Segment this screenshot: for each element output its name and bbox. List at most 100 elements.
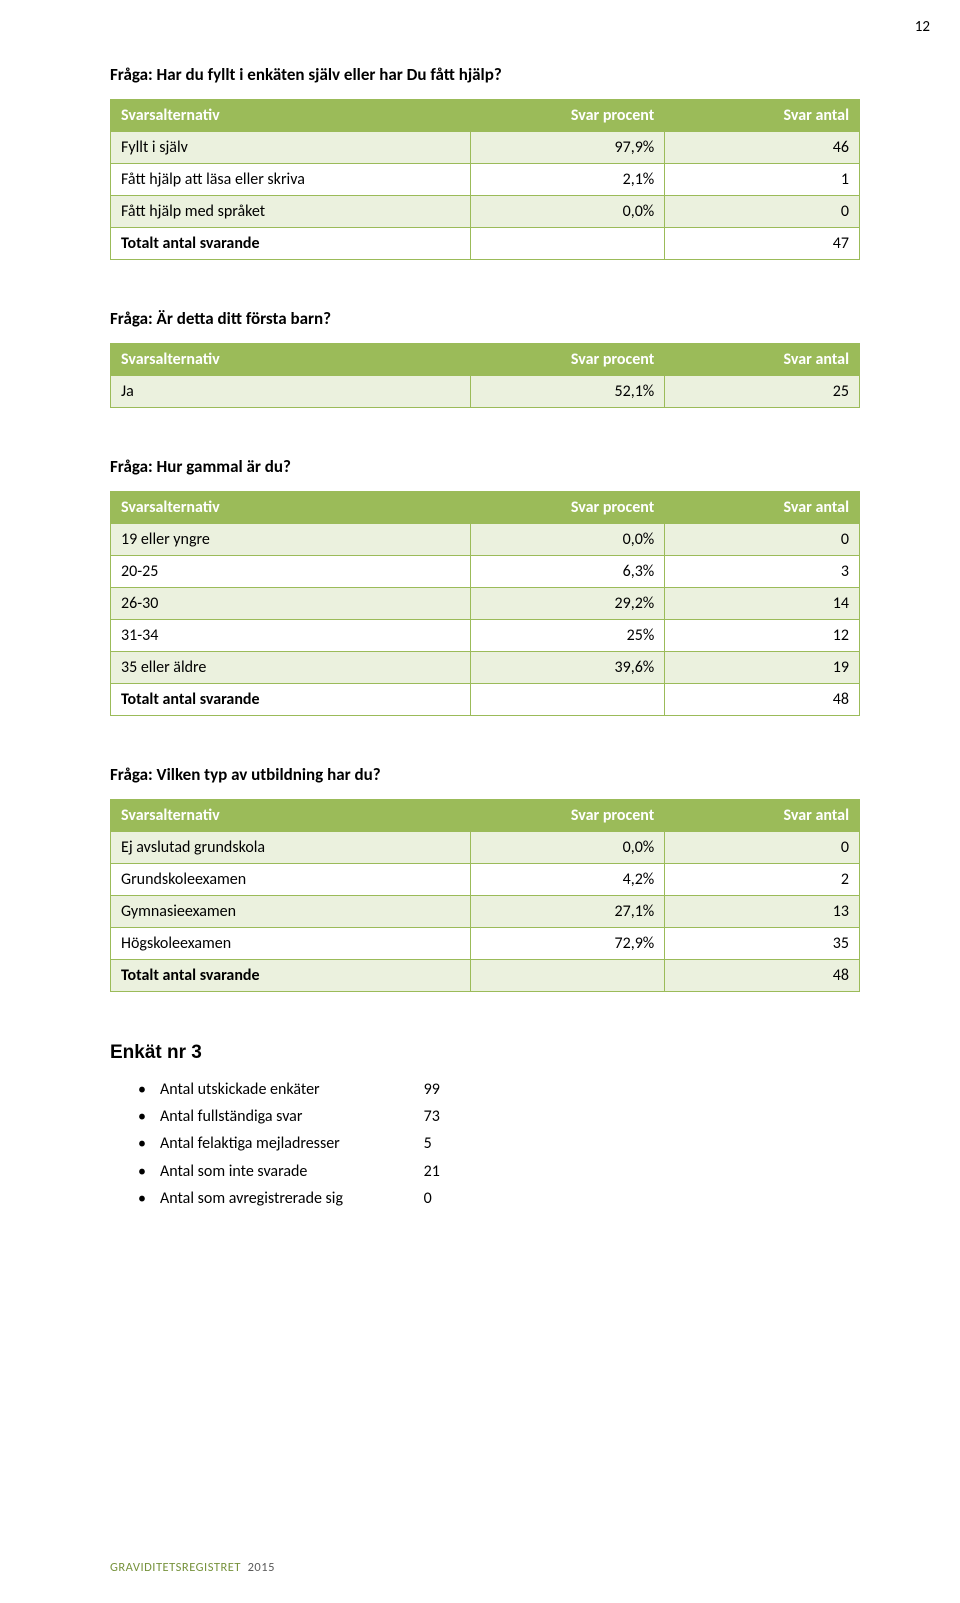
- cell-val: 35: [665, 928, 860, 960]
- metric-label: Antal utskickade enkäter: [160, 1076, 420, 1103]
- cell-pct: 0,0%: [470, 196, 665, 228]
- total-val: 48: [665, 684, 860, 716]
- metric-label: Antal som inte svarade: [160, 1158, 420, 1185]
- list-item: Antal fullständiga svar 73: [138, 1103, 860, 1130]
- table-header-row: Svarsalternativ Svar procent Svar antal: [111, 800, 860, 832]
- question-1-title: Fråga: Har du fyllt i enkäten själv elle…: [110, 64, 860, 85]
- question-3-title: Fråga: Hur gammal är du?: [110, 456, 860, 477]
- table-row: Högskoleexamen 72,9% 35: [111, 928, 860, 960]
- cell-pct: 0,0%: [470, 524, 665, 556]
- table-total-row: Totalt antal svarande 48: [111, 960, 860, 992]
- table-header-row: Svarsalternativ Svar procent Svar antal: [111, 344, 860, 376]
- table-row: Ej avslutad grundskola 0,0% 0: [111, 832, 860, 864]
- metric-label: Antal felaktiga mejladresser: [160, 1130, 420, 1157]
- cell-label: Fått hjälp att läsa eller skriva: [111, 164, 471, 196]
- cell-label: Ja: [111, 376, 471, 408]
- table-q3: Svarsalternativ Svar procent Svar antal …: [110, 491, 860, 716]
- col-header-val: Svar antal: [665, 800, 860, 832]
- footer-year: 2015: [248, 1560, 275, 1575]
- cell-label: 19 eller yngre: [111, 524, 471, 556]
- table-row: 35 eller äldre 39,6% 19: [111, 652, 860, 684]
- table-row: 19 eller yngre 0,0% 0: [111, 524, 860, 556]
- metric-value: 21: [424, 1162, 440, 1181]
- page: 12 Fråga: Har du fyllt i enkäten själv e…: [0, 0, 960, 1603]
- cell-val: 1: [665, 164, 860, 196]
- cell-label: 31-34: [111, 620, 471, 652]
- col-header-alt: Svarsalternativ: [111, 800, 471, 832]
- col-header-val: Svar antal: [665, 100, 860, 132]
- table-q2: Svarsalternativ Svar procent Svar antal …: [110, 343, 860, 408]
- table-row: Fyllt i själv 97,9% 46: [111, 132, 860, 164]
- cell-label: Gymnasieexamen: [111, 896, 471, 928]
- cell-val: 0: [665, 832, 860, 864]
- cell-label: 20-25: [111, 556, 471, 588]
- table-row: Fått hjälp att läsa eller skriva 2,1% 1: [111, 164, 860, 196]
- col-header-pct: Svar procent: [470, 100, 665, 132]
- table-row: Gymnasieexamen 27,1% 13: [111, 896, 860, 928]
- cell-pct: [470, 684, 665, 716]
- cell-label: 35 eller äldre: [111, 652, 471, 684]
- table-q4: Svarsalternativ Svar procent Svar antal …: [110, 799, 860, 992]
- col-header-pct: Svar procent: [470, 800, 665, 832]
- metric-value: 99: [424, 1080, 440, 1099]
- total-val: 48: [665, 960, 860, 992]
- table-row: Ja 52,1% 25: [111, 376, 860, 408]
- cell-val: 25: [665, 376, 860, 408]
- total-val: 47: [665, 228, 860, 260]
- page-number: 12: [915, 18, 930, 36]
- cell-label: Högskoleexamen: [111, 928, 471, 960]
- metric-label: Antal som avregistrerade sig: [160, 1185, 420, 1212]
- cell-val: 0: [665, 524, 860, 556]
- total-label: Totalt antal svarande: [111, 960, 471, 992]
- cell-pct: 27,1%: [470, 896, 665, 928]
- table-row: Fått hjälp med språket 0,0% 0: [111, 196, 860, 228]
- question-2-title: Fråga: Är detta ditt första barn?: [110, 308, 860, 329]
- col-header-pct: Svar procent: [470, 492, 665, 524]
- metric-value: 5: [424, 1134, 432, 1153]
- cell-val: 13: [665, 896, 860, 928]
- cell-val: 2: [665, 864, 860, 896]
- cell-val: 19: [665, 652, 860, 684]
- cell-pct: 72,9%: [470, 928, 665, 960]
- cell-pct: 39,6%: [470, 652, 665, 684]
- list-item: Antal som avregistrerade sig 0: [138, 1185, 860, 1212]
- list-item: Antal som inte svarade 21: [138, 1158, 860, 1185]
- table-row: Grundskoleexamen 4,2% 2: [111, 864, 860, 896]
- list-item: Antal felaktiga mejladresser 5: [138, 1130, 860, 1157]
- metric-value: 73: [424, 1107, 440, 1126]
- cell-pct: 29,2%: [470, 588, 665, 620]
- cell-pct: 52,1%: [470, 376, 665, 408]
- col-header-pct: Svar procent: [470, 344, 665, 376]
- cell-label: Grundskoleexamen: [111, 864, 471, 896]
- table-row: 31-34 25% 12: [111, 620, 860, 652]
- cell-val: 14: [665, 588, 860, 620]
- cell-label: 26-30: [111, 588, 471, 620]
- metric-value: 0: [424, 1189, 432, 1208]
- cell-val: 0: [665, 196, 860, 228]
- cell-label: Fått hjälp med språket: [111, 196, 471, 228]
- enkat-heading: Enkät nr 3: [110, 1042, 860, 1064]
- total-label: Totalt antal svarande: [111, 684, 471, 716]
- cell-val: 46: [665, 132, 860, 164]
- col-header-val: Svar antal: [665, 492, 860, 524]
- enkat-list: Antal utskickade enkäter 99 Antal fullst…: [110, 1076, 860, 1212]
- table-row: 26-30 29,2% 14: [111, 588, 860, 620]
- cell-label: Fyllt i själv: [111, 132, 471, 164]
- footer: GRAVIDITETSREGISTRET 2015: [110, 1560, 275, 1575]
- cell-label: Ej avslutad grundskola: [111, 832, 471, 864]
- col-header-alt: Svarsalternativ: [111, 100, 471, 132]
- total-label: Totalt antal svarande: [111, 228, 471, 260]
- cell-pct: 25%: [470, 620, 665, 652]
- table-row: 20-25 6,3% 3: [111, 556, 860, 588]
- table-total-row: Totalt antal svarande 47: [111, 228, 860, 260]
- cell-val: 12: [665, 620, 860, 652]
- cell-pct: 6,3%: [470, 556, 665, 588]
- cell-pct: 2,1%: [470, 164, 665, 196]
- cell-pct: [470, 960, 665, 992]
- cell-pct: 4,2%: [470, 864, 665, 896]
- col-header-alt: Svarsalternativ: [111, 344, 471, 376]
- table-header-row: Svarsalternativ Svar procent Svar antal: [111, 100, 860, 132]
- table-total-row: Totalt antal svarande 48: [111, 684, 860, 716]
- cell-pct: [470, 228, 665, 260]
- question-4-title: Fråga: Vilken typ av utbildning har du?: [110, 764, 860, 785]
